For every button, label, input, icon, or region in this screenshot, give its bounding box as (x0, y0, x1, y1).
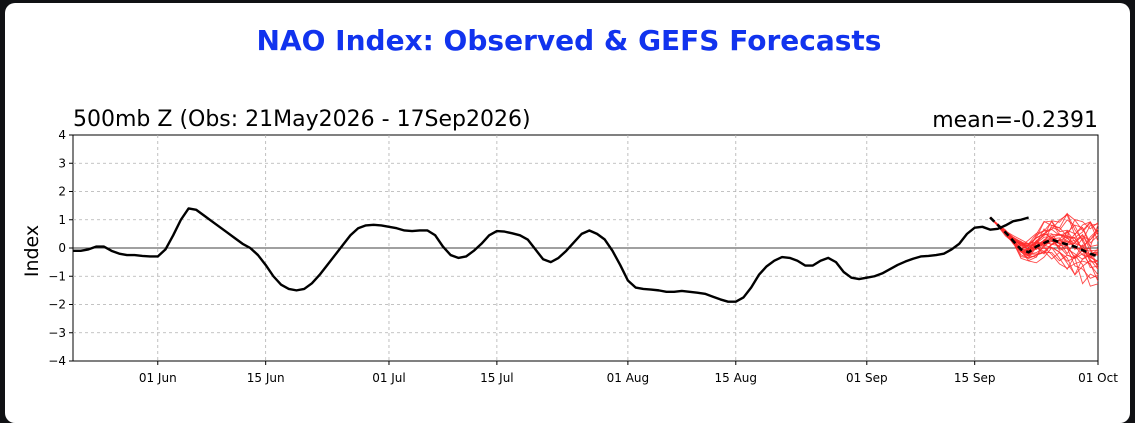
y-tick-label: 2 (58, 185, 66, 199)
y-tick-label: 4 (58, 128, 66, 142)
y-tick-label: −3 (48, 326, 66, 340)
x-tick-label: 01 Jun (139, 371, 177, 385)
y-tick-label: 0 (58, 241, 66, 255)
chart-subtitle: 500mb Z (Obs: 21May2026 - 17Sep2026) (73, 107, 531, 132)
chart-card: NAO Index: Observed & GEFS Forecasts 500… (5, 3, 1130, 423)
plot-area: −4 −3 −2 −1 0 1 2 3 4 01 Jun 15 Jun 01 Jul 15 Jul 01 … (48, 128, 1118, 385)
x-tick-label: 15 Sep (954, 371, 996, 385)
nao-chart: NAO Index: Observed & GEFS Forecasts 500… (21, 24, 1118, 385)
x-tick-label: 01 Oct (1078, 371, 1118, 385)
ensemble-mean-line (989, 216, 1099, 258)
y-tick-label: 3 (58, 156, 66, 170)
y-tick-label: −1 (48, 269, 66, 283)
x-tick-label: 01 Sep (846, 371, 888, 385)
x-tick-label: 15 Jun (247, 371, 285, 385)
x-tick-label: 15 Jul (480, 371, 514, 385)
observed-line (73, 207, 1029, 303)
x-tick-label: 01 Aug (607, 371, 650, 385)
x-tick-label: 15 Aug (715, 371, 758, 385)
y-tick-label: 1 (58, 213, 66, 227)
x-tick-label: 01 Jul (372, 371, 406, 385)
y-axis-label: Index (21, 225, 43, 277)
y-tick-label: −4 (48, 354, 66, 368)
mean-readout: mean=-0.2391 (932, 108, 1098, 133)
chart-title: NAO Index: Observed & GEFS Forecasts (257, 24, 882, 57)
y-tick-label: −2 (48, 298, 66, 312)
